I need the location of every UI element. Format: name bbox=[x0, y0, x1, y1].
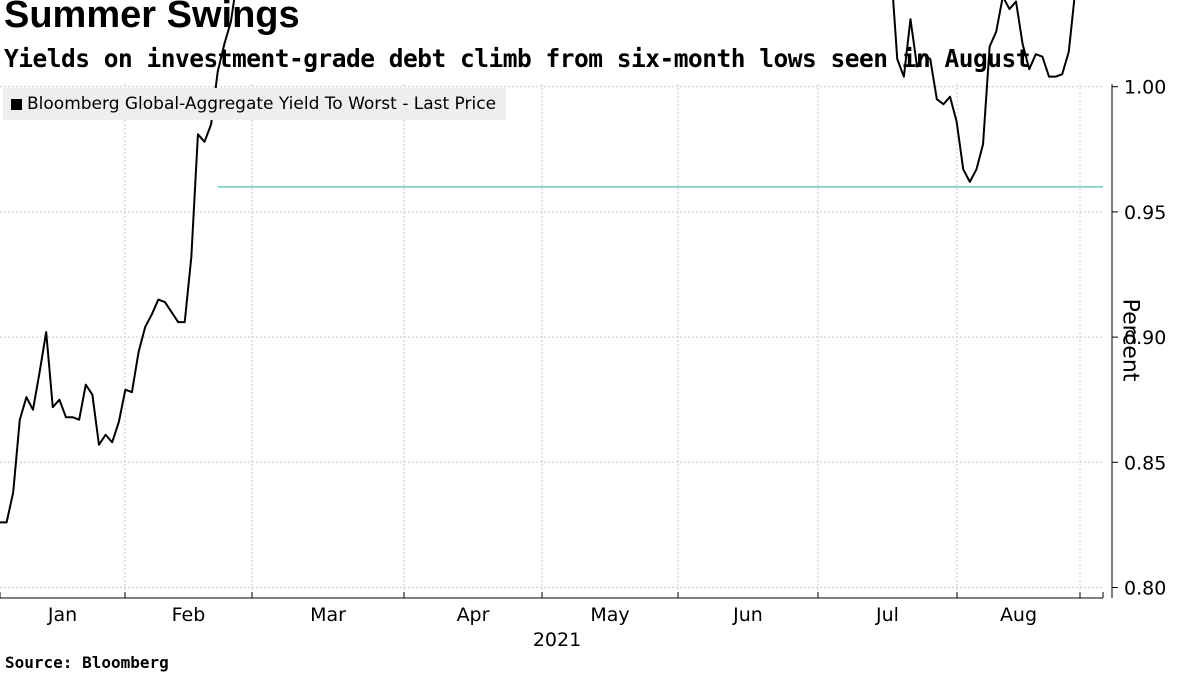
source-note: Source: Bloomberg bbox=[5, 653, 169, 672]
data-point bbox=[982, 143, 984, 145]
data-point bbox=[98, 444, 100, 446]
data-point bbox=[190, 256, 192, 258]
data-point bbox=[104, 434, 107, 436]
series-line bbox=[0, 0, 1076, 524]
data-point bbox=[1008, 8, 1011, 10]
x-tick-label: May bbox=[590, 604, 629, 626]
data-point bbox=[164, 301, 166, 303]
data-point bbox=[45, 331, 47, 333]
data-point bbox=[949, 96, 951, 98]
data-point bbox=[38, 371, 41, 373]
data-point bbox=[936, 98, 938, 100]
data-point bbox=[78, 419, 80, 421]
x-tick-label: Jun bbox=[732, 604, 763, 626]
y-tick-label: 0.95 bbox=[1124, 202, 1166, 224]
data-point bbox=[975, 168, 978, 170]
y-tick-label: 1.00 bbox=[1124, 77, 1166, 99]
x-year-label: 2021 bbox=[533, 629, 581, 651]
data-point bbox=[12, 491, 14, 493]
x-tick-label: Jan bbox=[47, 604, 77, 626]
data-point bbox=[118, 421, 120, 423]
legend: Bloomberg Global-Aggregate Yield To Wors… bbox=[3, 88, 507, 120]
data-point bbox=[1048, 76, 1050, 78]
x-tick-label: Feb bbox=[172, 604, 206, 626]
data-point bbox=[203, 141, 206, 143]
data-point bbox=[124, 389, 126, 391]
data-point bbox=[923, 53, 925, 55]
data-point bbox=[111, 441, 113, 443]
data-point bbox=[969, 181, 971, 183]
y-tick-label: 0.90 bbox=[1124, 327, 1166, 349]
data-point bbox=[52, 406, 54, 408]
data-point bbox=[71, 416, 74, 418]
y-tick-label: 0.85 bbox=[1124, 452, 1166, 474]
data-point bbox=[1015, 0, 1017, 3]
data-point bbox=[85, 384, 87, 386]
x-tick-label: Apr bbox=[457, 604, 490, 626]
data-point bbox=[184, 321, 186, 323]
data-point bbox=[1028, 68, 1030, 70]
data-point bbox=[170, 311, 173, 313]
x-tick-label: Aug bbox=[1000, 604, 1037, 626]
y-tick-label: 0.80 bbox=[1124, 578, 1166, 600]
data-point bbox=[1041, 56, 1044, 58]
x-tick-label: Mar bbox=[310, 604, 346, 626]
data-point bbox=[956, 121, 958, 123]
data-point bbox=[995, 31, 997, 33]
data-point bbox=[197, 133, 199, 135]
data-point bbox=[65, 416, 67, 418]
axes bbox=[0, 84, 1118, 599]
x-tick-label: Jul bbox=[875, 604, 899, 626]
data-point bbox=[916, 66, 918, 68]
legend-label: Bloomberg Global-Aggregate Yield To Wors… bbox=[27, 94, 497, 114]
data-point bbox=[1061, 73, 1063, 75]
data-point bbox=[909, 18, 912, 20]
chart-title: Summer Swings bbox=[4, 0, 300, 36]
data-point bbox=[223, 43, 225, 45]
data-point bbox=[1035, 53, 1037, 55]
data-point bbox=[151, 313, 153, 316]
data-point bbox=[5, 521, 8, 523]
data-point bbox=[903, 76, 905, 78]
data-point bbox=[177, 321, 179, 323]
data-point bbox=[32, 409, 34, 411]
data-point bbox=[230, 20, 232, 23]
data-point bbox=[0, 521, 1, 523]
data-point bbox=[144, 326, 146, 328]
data-point bbox=[962, 168, 964, 170]
gridlines bbox=[0, 84, 1103, 598]
legend-swatch bbox=[11, 98, 22, 110]
data-point bbox=[1068, 51, 1070, 53]
data-point bbox=[157, 298, 159, 301]
chart-subtitle: Yields on investment-grade debt climb fr… bbox=[4, 44, 1031, 73]
data-point bbox=[896, 58, 898, 60]
data-point bbox=[1022, 43, 1024, 45]
data-point bbox=[131, 391, 133, 393]
data-point bbox=[58, 399, 60, 401]
data-point bbox=[217, 71, 219, 73]
data-point bbox=[1055, 76, 1057, 78]
data-point bbox=[210, 123, 212, 125]
data-point bbox=[989, 46, 991, 48]
y-axis-label: Percent bbox=[1117, 298, 1143, 382]
data-point bbox=[929, 58, 931, 60]
series-group bbox=[0, 0, 1076, 524]
data-point bbox=[137, 351, 140, 353]
data-point bbox=[25, 396, 27, 398]
data-point bbox=[942, 103, 945, 105]
data-point bbox=[19, 419, 21, 421]
data-point bbox=[91, 394, 93, 396]
tick-labels: 0.800.850.900.951.001.051.101.15JanFebMa… bbox=[47, 77, 1166, 651]
